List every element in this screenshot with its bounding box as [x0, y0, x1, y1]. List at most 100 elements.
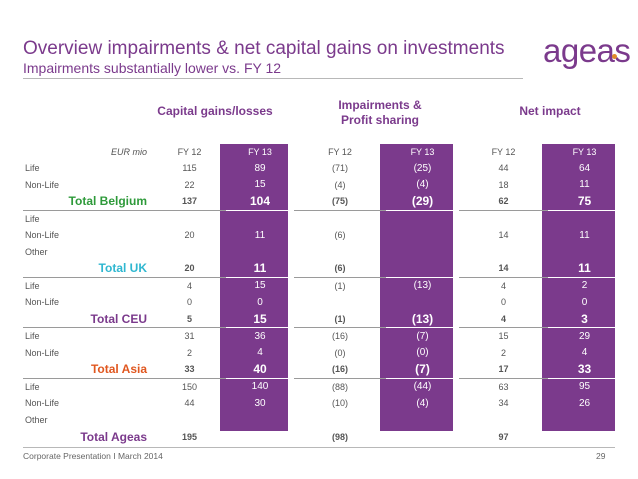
- table-cell: (7): [386, 327, 459, 345]
- table-cell: 22: [184, 179, 195, 190]
- table-cell: (16): [331, 364, 348, 375]
- impairments-header-line1: Impairments &: [338, 98, 422, 112]
- column-header: FY 12: [177, 147, 202, 157]
- table-cell: [386, 294, 459, 311]
- table-cell: [153, 412, 226, 429]
- table-cell: 15: [254, 179, 266, 191]
- total-label: Total Ageas: [80, 429, 147, 444]
- page-number: 29: [596, 451, 606, 461]
- table-cell: 20: [184, 263, 195, 274]
- table-cell: 4: [459, 276, 548, 294]
- table-cell: [294, 294, 386, 311]
- table-cell: [226, 209, 294, 227]
- table-cell: (48): [411, 429, 434, 444]
- table-cell: 3: [581, 311, 588, 326]
- table-cell: (88): [294, 377, 386, 395]
- table-cell: [294, 412, 386, 429]
- table-cell: [548, 244, 621, 261]
- row-label: Non-Life: [25, 297, 60, 308]
- table-total-row: Total CEU 5 15 (1) (13) 4 3: [23, 311, 621, 328]
- table-row: Life 150 140 (88) (44) 63 95: [23, 377, 621, 395]
- column-header: FY 13: [248, 147, 272, 157]
- table-cell: (4): [416, 179, 429, 191]
- total-label: Total Belgium: [68, 194, 147, 209]
- row-label: Non-Life: [25, 179, 60, 190]
- table-cell: 44: [184, 398, 195, 409]
- table-cell: 18: [498, 179, 509, 190]
- column-header: FY 13: [572, 147, 597, 157]
- table-cell: 34: [498, 398, 509, 409]
- group-header-net-impact: Net impact: [519, 104, 581, 118]
- table-cell: 14: [498, 230, 509, 241]
- logo-dot-icon: [612, 54, 617, 59]
- impairments-header-line2: Profit sharing: [340, 113, 419, 127]
- table-cell: (71): [331, 163, 348, 174]
- table-cell: 26: [578, 397, 591, 409]
- table-cell: (0): [416, 347, 429, 359]
- row-label: Other: [25, 246, 48, 257]
- table-cell: [386, 412, 459, 429]
- table-cell: [386, 244, 459, 261]
- table-cell: (4): [416, 397, 429, 409]
- table-cell: [548, 412, 621, 429]
- table-cell: 97: [498, 431, 509, 442]
- row-label: Life: [23, 276, 153, 294]
- table-cell: 20: [184, 230, 195, 241]
- ageas-logo: ageas: [543, 32, 631, 69]
- table-cell: [294, 209, 386, 227]
- table-cell: (1): [294, 276, 386, 294]
- table-cell: [386, 209, 459, 227]
- table-cell: 17: [498, 364, 509, 375]
- table-cell: (29): [411, 194, 434, 209]
- table-cell: [386, 260, 459, 277]
- table-cell: 11: [578, 261, 591, 276]
- table-cell: 195: [181, 431, 198, 442]
- table-cell: 4: [257, 347, 263, 359]
- slide-subtitle: Impairments substantially lower vs. FY 1…: [23, 60, 282, 76]
- table-cell: 89: [254, 162, 266, 174]
- table-cell: 4: [500, 313, 506, 324]
- table-cell: 11: [579, 229, 590, 241]
- table-cell: (1): [334, 313, 346, 324]
- group-header-capital-gains: Capital gains/losses: [157, 104, 273, 118]
- column-header: FY 13: [410, 147, 435, 157]
- table-cell: 137: [181, 196, 198, 207]
- table-cell: [226, 412, 294, 429]
- table-cell: 33: [184, 364, 195, 375]
- table-cell: (75): [331, 196, 348, 207]
- column-header: FY 12: [328, 147, 352, 157]
- impairments-table: EUR mio FY 12 FY 13 FY 12 FY 13 FY 12 FY 13 Lif…: [23, 144, 621, 446]
- table-cell: [548, 209, 621, 227]
- row-label: Life: [23, 327, 153, 345]
- table-cell: 15: [226, 276, 294, 294]
- table-cell: 0: [186, 297, 192, 308]
- table-total-row: Total UK 20 11 (6) 14 11: [23, 260, 621, 277]
- table-cell: (6): [334, 230, 346, 241]
- table-cell: 14: [498, 263, 509, 274]
- table-cell: (16): [294, 327, 386, 345]
- row-label: Life: [23, 209, 153, 227]
- table-total-row: Total Asia 33 40 (16) (7) 17 33: [23, 361, 621, 378]
- table-cell: 4: [581, 347, 588, 359]
- table-cell: 115: [182, 163, 197, 174]
- table-cell: (10): [331, 398, 348, 409]
- table-row: Life 31 36 (16) (7) 15 29: [23, 327, 621, 345]
- row-label: Non-Life: [25, 347, 60, 358]
- table-cell: [153, 209, 226, 227]
- table-cell: 5: [186, 313, 192, 324]
- total-label: Total UK: [98, 261, 147, 276]
- table-row: Non-Life 44 30 (10) (4) 34 26: [23, 395, 621, 412]
- table-total-row: Total Belgium 137 104 (75) (29) 62 75: [23, 193, 621, 210]
- footer-divider: [23, 447, 615, 448]
- table-row: Life 4 15 (1) (13) 4 2: [23, 276, 621, 294]
- row-label: Life: [23, 377, 153, 395]
- table-cell: [459, 209, 548, 227]
- slide-title: Overview impairments & net capital gains…: [23, 38, 505, 59]
- total-label: Total Asia: [90, 362, 147, 377]
- table-cell: 11: [254, 229, 266, 241]
- table-row: Other: [23, 244, 621, 261]
- table-row: Life: [23, 209, 621, 227]
- table-cell: 140: [226, 377, 294, 395]
- table-row: Non-Life 20 11 (6) 14 11: [23, 227, 621, 244]
- table-cell: 44: [498, 163, 509, 174]
